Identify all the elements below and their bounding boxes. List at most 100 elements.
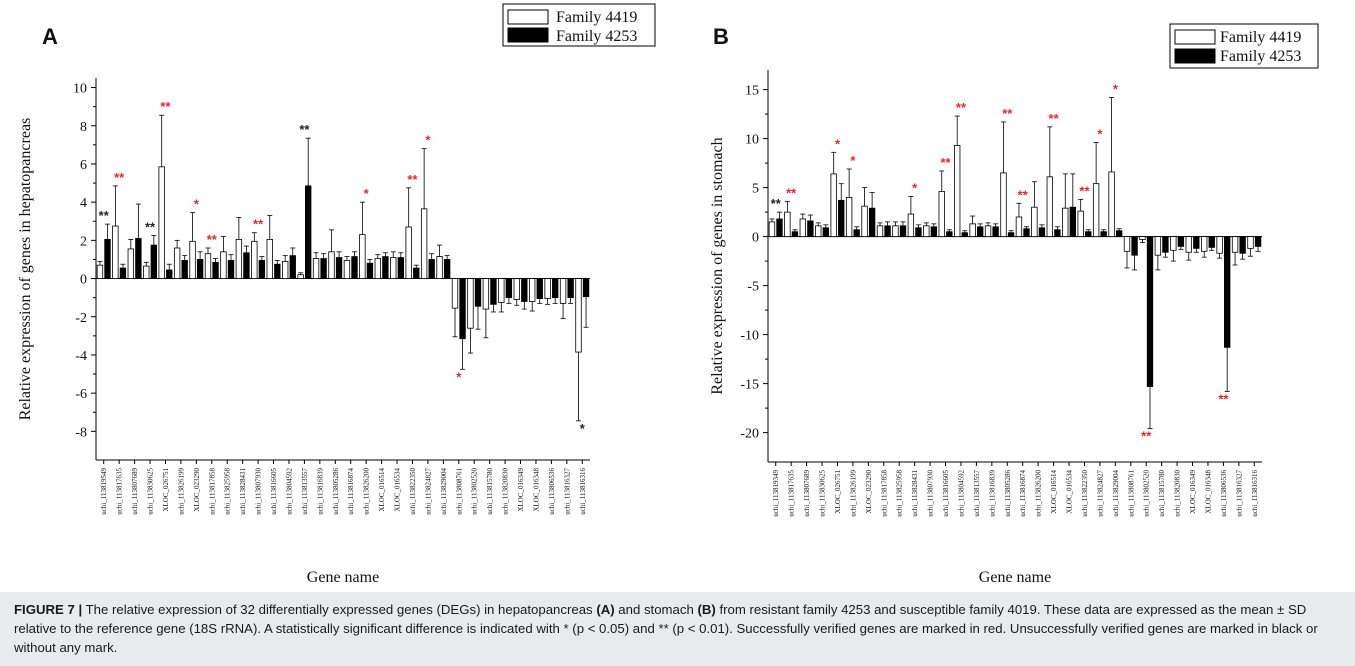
- panel-b-bar-family-4253: [1224, 236, 1231, 348]
- panel-a-gene-label: uchi_113813557: [301, 468, 309, 515]
- panel-a-bar-family-4253: [351, 256, 358, 279]
- panel-b-bar-family-4253: [1069, 206, 1076, 237]
- panel-b-bars: uchi_113819349 uchi_113817635 uchi_1138076…: [768, 97, 1262, 517]
- panel-b-y-tick-label: -5: [747, 280, 759, 295]
- panel-a-gene-label: uchi_113826199: [177, 468, 185, 515]
- panel-a-gene-label: XLOC_016349: [517, 468, 525, 512]
- panel-a-gene-label: uchi_113817635: [116, 468, 124, 515]
- panel-a-gene-label: XLOC_016514: [378, 468, 386, 512]
- caption-panel-a: (A): [596, 602, 615, 617]
- panel-b-significance-mark: **: [1018, 187, 1029, 202]
- panel-a-bar-family-4419: [559, 278, 567, 304]
- panel-a-bar-family-4253: [135, 238, 142, 279]
- legend-label-family-4253-b: Family 4253: [1220, 48, 1301, 65]
- panel-b-significance-mark: *: [835, 136, 841, 151]
- panel-a-gene-label: uchi_113829004: [440, 468, 448, 515]
- panel-b-bar-family-4253: [961, 232, 968, 237]
- panel-a-bar-family-4253: [443, 259, 451, 279]
- panel-a: A Family 4419 Family 4253 -8 -6 -4 -2 0 2 4 6 8 1…: [17, 3, 656, 586]
- panel-a-bar-family-4419: [312, 258, 320, 279]
- panel-b-bar-family-4419: [1185, 236, 1192, 253]
- panel-a-bar-family-4253: [490, 278, 497, 305]
- panel-a-gene-label: uchi_113826200: [363, 468, 371, 515]
- panel-b-bar-family-4253: [838, 199, 845, 237]
- panel-a-bar-family-4253: [335, 257, 343, 279]
- panel-a-bars: uchi_113819549 uchi_113817635 uchi_1138076…: [96, 114, 590, 515]
- panel-a-gene-label: uchi_113824827: [424, 468, 432, 515]
- panel-b-bar-family-4419: [938, 191, 945, 238]
- panel-b-bar-family-4253: [992, 226, 999, 238]
- panel-b-bar-family-4419: [1015, 216, 1023, 238]
- panel-b-y-tick-label: 15: [745, 84, 759, 99]
- panel-a-gene-label: uchi_113816327: [563, 468, 571, 515]
- figure-caption: FIGURE 7 | The relative expression of 32…: [14, 600, 1341, 657]
- panel-a-bar-family-4419: [266, 238, 273, 279]
- panel-b-gene-label: uchi_113816316: [1251, 470, 1259, 517]
- panel-b-gene-label: uchi_113816327: [1235, 470, 1243, 517]
- panel-a-gene-label: uchi_113816316: [579, 468, 587, 515]
- panel-b-gene-label: uchi_113829004: [1112, 470, 1120, 517]
- panel-a-bar-family-4253: [459, 278, 466, 340]
- caption-text-1: The relative expression of 32 differenti…: [82, 602, 597, 617]
- panel-b-gene-label: uchi_113817858: [880, 470, 888, 517]
- panel-b-bar-family-4419: [1031, 206, 1038, 237]
- panel-b-gene-label: uchi_113802520: [1143, 470, 1151, 517]
- panel-a-bar-family-4419: [143, 265, 150, 279]
- panel-a-bar-family-4419: [575, 278, 582, 353]
- panel-b-bar-family-4419: [815, 225, 822, 238]
- panel-a-bar-family-4253: [582, 278, 590, 298]
- panel-a-significance-mark: **: [299, 122, 310, 137]
- panel-b-y-tick-label: -15: [740, 378, 759, 393]
- panel-b-bar-family-4253: [791, 231, 799, 237]
- panel-b-bar-family-4419: [1062, 207, 1069, 237]
- panel-a-significance-mark: *: [364, 186, 370, 201]
- panel-b-bar-family-4419: [969, 223, 976, 238]
- panel-a-gene-label: uchi_113807689: [131, 468, 139, 515]
- panel-b-bar-family-4253: [1177, 236, 1185, 247]
- panel-b-significance-mark: *: [1113, 81, 1119, 96]
- panel-a-bar-family-4253: [181, 260, 188, 279]
- panel-b-bar-family-4253: [915, 227, 922, 237]
- panel-b-y-axis-title: Relative expression of genes in stomach: [709, 137, 726, 394]
- panel-a-bar-family-4253: [227, 260, 235, 279]
- panel-b-significance-mark: **: [1218, 391, 1229, 406]
- panel-b-bar-family-4419: [876, 225, 884, 238]
- panel-b-gene-label: uchi_113824827: [1096, 470, 1104, 517]
- legend-swatch-family-4253: [507, 27, 549, 43]
- panel-b-bar-family-4419: [799, 218, 806, 238]
- panel-b-bar-family-4419: [1139, 236, 1146, 240]
- panel-a-gene-label: uchi_113816605: [270, 468, 278, 515]
- panel-a-gene-label: uchi_113816874: [347, 468, 355, 515]
- panel-b-bar-family-4253: [1239, 236, 1246, 254]
- panel-a-bar-family-4253: [366, 262, 374, 279]
- panel-b-gene-label: XLOC_016534: [1066, 470, 1074, 514]
- panel-a-gene-label: uchi_113815780: [486, 468, 494, 515]
- panel-b-gene-label: XLOC_016348: [1204, 470, 1212, 514]
- panel-b-bar-family-4419: [1000, 172, 1007, 237]
- panel-b-gene-label: uchi_113807930: [927, 470, 935, 517]
- panel-a-significance-mark: *: [425, 133, 431, 148]
- panel-b-bar-family-4419: [1201, 236, 1208, 252]
- panel-a-bar-family-4419: [405, 226, 412, 279]
- panel-b-gene-label: uchi_113825958: [896, 470, 904, 517]
- panel-b-bar-family-4253: [807, 220, 814, 237]
- panel-a-bar-family-4253: [258, 260, 266, 279]
- panel-b-gene-label: uchi_113819349: [772, 470, 780, 517]
- panel-b-gene-label: uchi_113805286: [1004, 470, 1012, 517]
- panel-b-gene-label: uchi_113828431: [911, 470, 919, 517]
- panel-a-bar-family-4253: [119, 267, 127, 279]
- panel-b-x-axis-title: Gene name: [979, 569, 1051, 586]
- panel-b-significance-mark: **: [1002, 106, 1013, 121]
- panel-b-bar-family-4419: [1077, 210, 1084, 237]
- panel-b-gene-label: uchi_113806536: [1220, 470, 1228, 517]
- panel-b-bar-family-4253: [853, 229, 860, 238]
- caption-text-3: from resistant family 4253 and susceptib…: [14, 602, 1318, 655]
- panel-b-gene-label: uchi_113808761: [1127, 470, 1135, 517]
- panel-b-bar-family-4419: [1123, 236, 1131, 252]
- panel-b-significance-mark: *: [912, 180, 918, 195]
- panel-b-gene-label: uchi_113813557: [973, 470, 981, 517]
- panel-a-significance-mark: **: [99, 208, 110, 223]
- panel-a-gene-label: uchi_113828431: [239, 468, 247, 515]
- panel-a-y-ticks: -8 -6 -4 -2 0 2 4 6 8 10: [73, 82, 96, 440]
- panel-a-bar-family-4253: [166, 269, 173, 279]
